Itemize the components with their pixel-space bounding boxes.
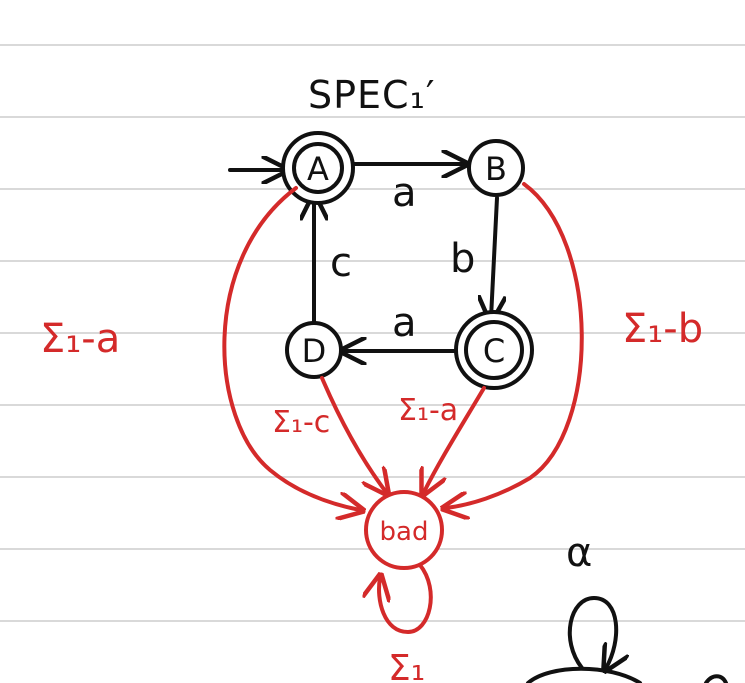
label-c-to-d: a: [392, 300, 417, 346]
label-a-to-bad: Σ₁-a: [40, 316, 120, 362]
label-a-to-b: a: [392, 170, 417, 216]
state-d-label: D: [302, 332, 327, 370]
partial-self-loop: [567, 596, 616, 668]
diagram-title: SPEC₁′: [308, 73, 435, 117]
partial-state-arc: [526, 666, 642, 683]
label-bad-self-loop: Σ₁: [388, 648, 425, 683]
edge-a-to-bad: [222, 186, 360, 510]
state-bad: bad: [364, 490, 444, 570]
label-d-to-a: c: [330, 240, 352, 286]
edge-b-to-c: [491, 196, 497, 318]
partial-loop-label: α: [566, 530, 592, 576]
red-transitions: [222, 182, 584, 634]
label-b-to-c: b: [450, 236, 475, 282]
state-a: A: [281, 131, 355, 205]
edge-bad-self-loop: [379, 563, 433, 634]
state-d: D: [285, 321, 343, 379]
state-a-label: A: [307, 150, 329, 188]
edge-c-to-bad: [424, 386, 486, 492]
partial-diagram: α: [526, 530, 728, 683]
state-c: C: [454, 310, 534, 390]
state-b-label: B: [485, 150, 507, 188]
edge-d-to-bad: [320, 376, 386, 492]
state-b: B: [467, 139, 525, 197]
label-b-to-bad: Σ₁-b: [622, 306, 703, 352]
partial-mark: [704, 674, 728, 683]
state-bad-label: bad: [380, 517, 429, 547]
edge-b-to-bad: [446, 182, 584, 508]
state-c-label: C: [483, 332, 505, 370]
label-d-to-bad: Σ₁-c: [272, 405, 330, 440]
black-transitions: [228, 164, 497, 351]
label-c-to-bad: Σ₁-a: [398, 393, 458, 428]
ruled-lines: [0, 44, 745, 622]
